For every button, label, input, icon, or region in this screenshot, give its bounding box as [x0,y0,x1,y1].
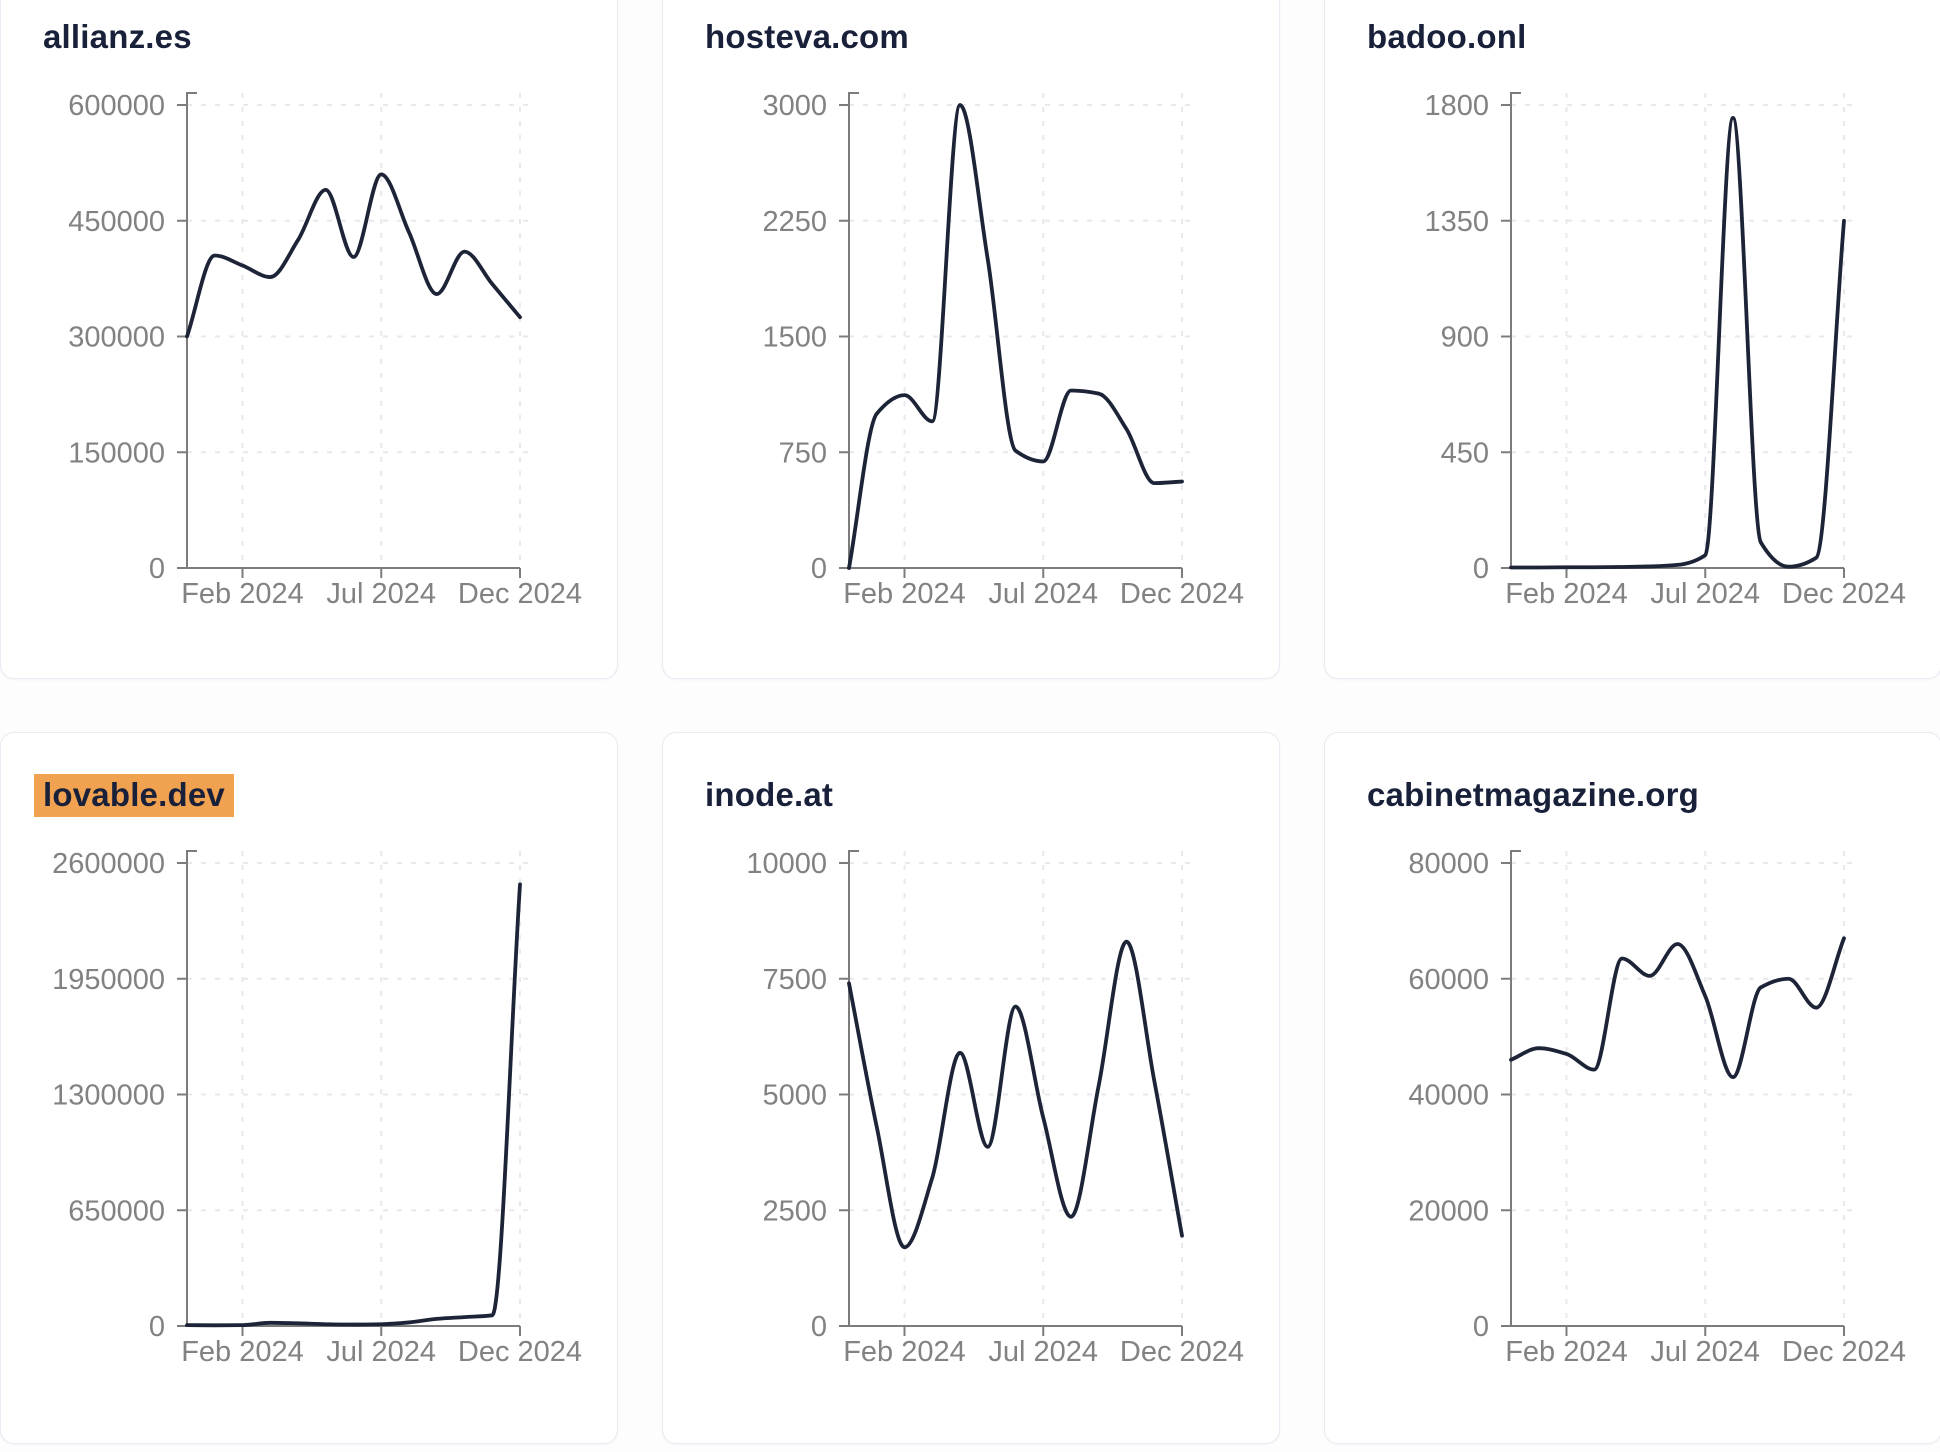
y-tick-label: 600000 [68,90,165,122]
gridlines [1511,851,1852,1326]
y-tick-label: 0 [1473,1311,1489,1343]
series-line [1509,936,1846,1080]
y-tick-label: 450 [1441,437,1489,469]
y-tick-label: 40000 [1408,1080,1489,1112]
series-line [185,172,522,339]
y-tick-label: 750 [779,437,827,469]
gridlines [187,93,528,568]
series-line [847,939,1184,1250]
y-tick-label: 1500 [762,322,827,354]
x-tick-label: Jul 2024 [326,578,436,610]
y-tick-label: 20000 [1408,1195,1489,1227]
gridlines [849,93,1190,568]
chart-card-hosteva[interactable]: hosteva.com 0 750 1500 2250 3000 Feb 2024 Jul … [662,0,1280,679]
line-chart: 0 450 900 1350 1800 Feb 2024 Jul 2024 Dec 2024 [1424,90,1906,610]
gridlines [187,851,528,1326]
y-tick-label: 10000 [746,848,827,880]
line-chart: 0 20000 40000 60000 80000 Feb 2024 Jul 2024 Dec… [1408,848,1906,1368]
x-tick-label: Jul 2024 [326,1336,436,1368]
chart-card-inode[interactable]: inode.at 0 2500 5000 7500 10000 Feb 2024 Jul 2… [662,732,1280,1444]
y-tick-label: 450000 [68,206,165,238]
chart-title: badoo.onl [1367,18,1527,55]
y-tick-label: 0 [149,1311,165,1343]
x-tick-label: Jul 2024 [1650,1336,1760,1368]
x-tick-label: Jul 2024 [988,578,1098,610]
x-tick-label: Feb 2024 [181,1336,304,1368]
x-tick-label: Feb 2024 [843,1336,966,1368]
y-tick-label: 0 [1473,553,1489,585]
x-tick-label: Feb 2024 [181,578,304,610]
y-tick-label: 80000 [1408,848,1489,880]
y-tick-label: 3000 [762,90,827,122]
y-tick-label: 5000 [762,1080,827,1112]
domain-label-highlighted: lovable.dev [34,774,234,817]
x-tick-label: Dec 2024 [1782,1336,1906,1368]
y-tick-label: 650000 [68,1195,165,1227]
domain-label: hosteva.com [705,18,909,55]
chart-title: lovable.dev [34,774,234,817]
y-tick-label: 1800 [1424,90,1489,122]
chart-title: allianz.es [43,18,192,55]
chart-card-cabinetmagazine[interactable]: cabinetmagazine.org 0 20000 40000 60000 8000… [1324,732,1940,1444]
y-tick-label: 0 [149,553,165,585]
x-tick-label: Feb 2024 [1505,578,1628,610]
chart-card-badoo[interactable]: badoo.onl 0 450 900 1350 1800 Feb 2024 Jul 202… [1324,0,1940,679]
y-tick-label: 1950000 [52,964,165,996]
x-tick-label: Dec 2024 [1120,578,1244,610]
domain-label: allianz.es [43,18,192,55]
x-tick-label: Jul 2024 [1650,578,1760,610]
axes [839,92,1183,578]
y-tick-label: 1350 [1424,206,1489,238]
axes [1501,850,1845,1336]
y-tick-label: 2250 [762,206,827,238]
chart-card-lovable[interactable]: lovable.dev 0 650000 1300000 1950000 2600000… [0,732,618,1444]
series-line [1509,115,1846,570]
y-tick-label: 7500 [762,964,827,996]
x-tick-label: Feb 2024 [843,578,966,610]
chart-title: cabinetmagazine.org [1367,776,1700,813]
series-line [847,103,1184,570]
y-tick-label: 900 [1441,322,1489,354]
y-tick-label: 2600000 [52,848,165,880]
line-chart: 0 2500 5000 7500 10000 Feb 2024 Jul 2024 Dec 20… [746,848,1244,1368]
y-tick-label: 150000 [68,437,165,469]
x-tick-label: Jul 2024 [988,1336,1098,1368]
y-tick-label: 0 [811,1311,827,1343]
y-tick-label: 2500 [762,1195,827,1227]
domain-label: inode.at [705,776,834,813]
chart-title: hosteva.com [705,18,909,55]
gridlines [849,851,1190,1326]
y-tick-label: 1300000 [52,1080,165,1112]
domain-label: badoo.onl [1367,18,1527,55]
x-tick-label: Dec 2024 [1782,578,1906,610]
gridlines [1511,93,1852,568]
x-tick-label: Feb 2024 [1505,1336,1628,1368]
y-tick-label: 0 [811,553,827,585]
axes [839,850,1183,1336]
x-tick-label: Dec 2024 [458,1336,582,1368]
y-tick-label: 60000 [1408,964,1489,996]
domain-label: cabinetmagazine.org [1367,776,1700,813]
x-tick-label: Dec 2024 [458,578,582,610]
y-tick-label: 300000 [68,322,165,354]
axes [1501,92,1845,578]
chart-title: inode.at [705,776,834,813]
line-chart: 0 750 1500 2250 3000 Feb 2024 Jul 2024 Dec 2024 [762,90,1244,610]
line-chart: 0 150000 300000 450000 600000 Feb 2024 Jul 202… [68,90,582,610]
chart-card-allianz[interactable]: allianz.es 0 150000 300000 450000 600000 Feb … [0,0,618,679]
x-tick-label: Dec 2024 [1120,1336,1244,1368]
line-chart: 0 650000 1300000 1950000 2600000 Feb 2024 Jul … [52,848,582,1368]
series-line [185,882,522,1328]
